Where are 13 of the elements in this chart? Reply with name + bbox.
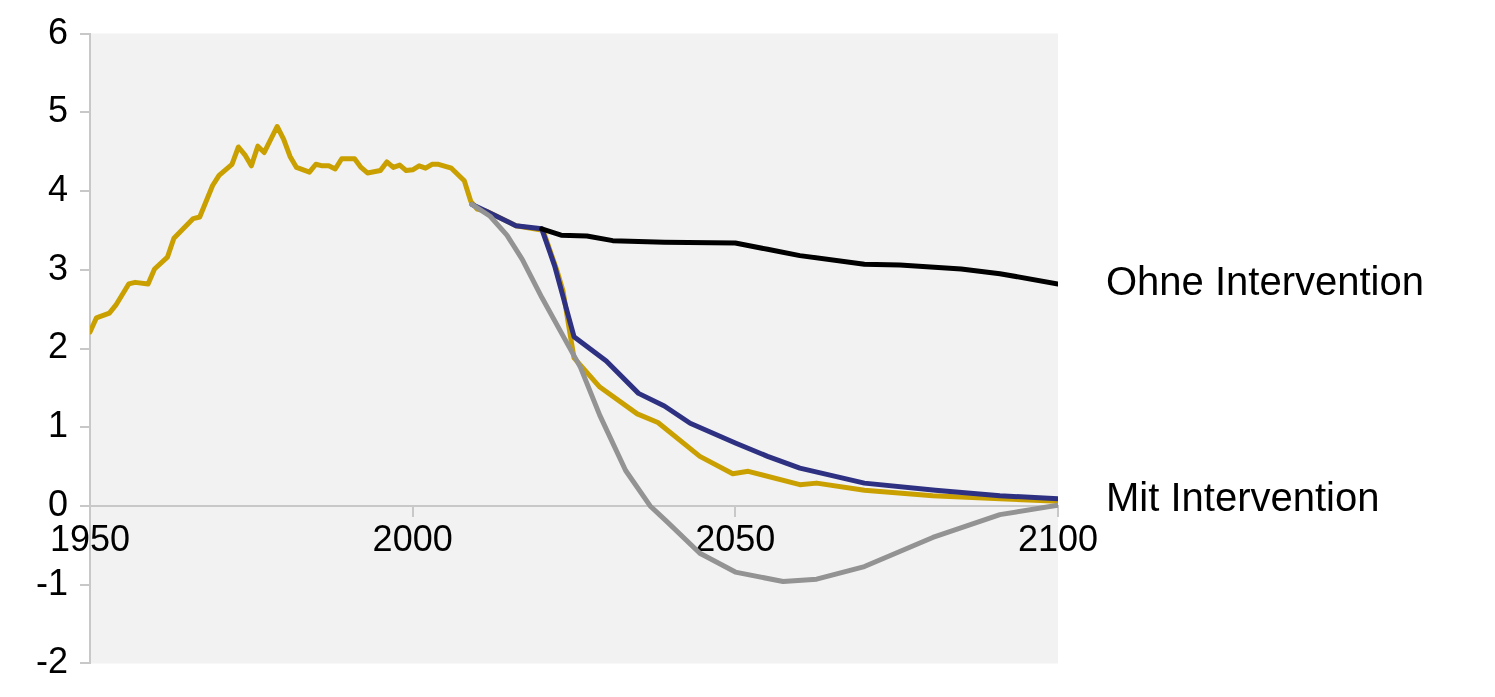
y-tick-label: 3 — [47, 246, 68, 288]
x-tick-label: 2000 — [372, 518, 453, 560]
y-tick-label: 2 — [47, 325, 68, 367]
y-tick-label: 1 — [47, 404, 68, 446]
x-tick-label: 2050 — [695, 518, 776, 560]
y-tick-label: -2 — [35, 640, 68, 682]
y-tick-label: 5 — [47, 89, 68, 131]
x-tick-label: 2100 — [1017, 518, 1099, 560]
y-tick-label: -1 — [35, 561, 68, 603]
annotation: Ohne Intervention — [1106, 258, 1424, 303]
y-tick-label: 4 — [47, 167, 68, 209]
annotation: Mit Intervention — [1106, 475, 1380, 520]
y-tick-label: 6 — [47, 10, 68, 52]
